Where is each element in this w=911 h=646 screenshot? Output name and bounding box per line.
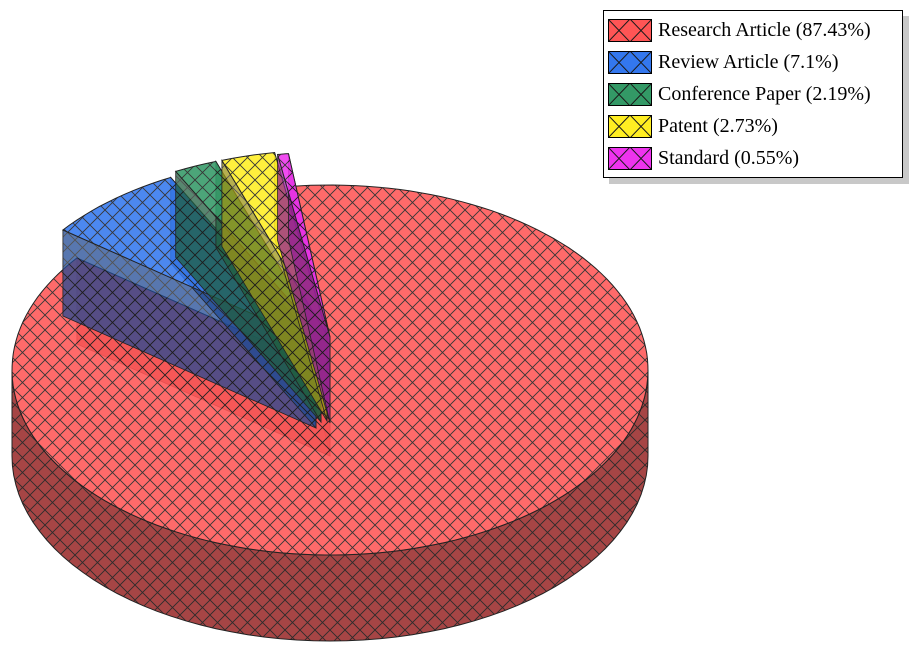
legend-label: Patent (2.73%) xyxy=(658,114,778,137)
slice-top-standard xyxy=(276,153,331,338)
legend-swatch-review-article xyxy=(608,50,652,74)
legend-item-conference-paper: Conference Paper (2.19%) xyxy=(608,78,898,110)
legend-item-patent: Patent (2.73%) xyxy=(608,110,898,142)
legend-item-research-article: Research Article (87.43%) xyxy=(608,14,898,46)
legend-label: Review Article (7.1%) xyxy=(658,50,839,73)
slice-standard xyxy=(276,153,331,424)
legend-swatch-standard xyxy=(608,146,652,170)
legend-label: Standard (0.55%) xyxy=(658,146,800,169)
legend: Research Article (87.43%) Review Article… xyxy=(603,10,903,178)
legend-item-standard: Standard (0.55%) xyxy=(608,142,898,174)
pie-slices xyxy=(11,151,649,642)
legend-swatch-conference-paper xyxy=(608,82,652,106)
legend-swatch-patent xyxy=(608,114,652,138)
legend-label: Conference Paper (2.19%) xyxy=(658,82,871,105)
legend-label: Research Article (87.43%) xyxy=(658,18,871,41)
legend-swatch-research-article xyxy=(608,18,652,42)
legend-item-review-article: Review Article (7.1%) xyxy=(608,46,898,78)
